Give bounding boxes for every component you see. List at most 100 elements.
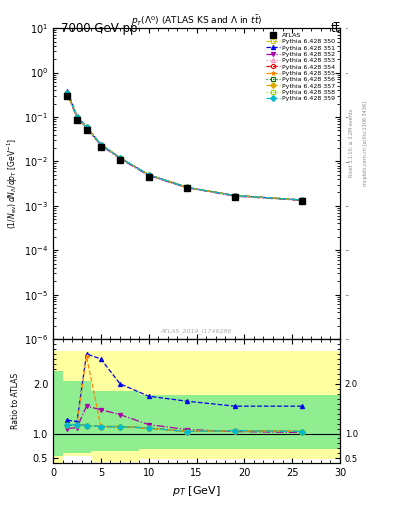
Pythia 6.428 352 (84, 125, 89, 131)
Pythia 6.428 350 (75, 114, 79, 120)
Pythia 6.428 350 (118, 155, 122, 161)
Pythia 6.428 355 (84, 124, 89, 131)
Pythia 6.428 353 (118, 155, 122, 161)
Pythia 6.428 358 (185, 184, 189, 190)
Pythia 6.428 353 (146, 172, 151, 178)
Pythia 6.428 354 (299, 197, 304, 203)
Pythia 6.428 355 (99, 141, 103, 147)
Text: ATLAS_2019_I1746286: ATLAS_2019_I1746286 (161, 329, 232, 334)
Line: Pythia 6.428 357: Pythia 6.428 357 (65, 91, 304, 202)
Pythia 6.428 358 (146, 172, 151, 178)
ATLAS (84, 127, 89, 134)
Pythia 6.428 356 (84, 124, 89, 131)
Pythia 6.428 358 (232, 193, 237, 199)
Pythia 6.428 353 (299, 197, 304, 203)
ATLAS (232, 194, 237, 200)
Pythia 6.428 359 (118, 155, 122, 161)
Pythia 6.428 350 (65, 90, 70, 96)
Pythia 6.428 352 (65, 91, 70, 97)
Pythia 6.428 352 (75, 115, 79, 121)
Pythia 6.428 352 (185, 185, 189, 191)
Text: Rivet 3.1.10, ≥ 3.2M events: Rivet 3.1.10, ≥ 3.2M events (349, 109, 354, 178)
Pythia 6.428 350 (146, 172, 151, 178)
Pythia 6.428 354 (185, 184, 189, 190)
Pythia 6.428 354 (99, 141, 103, 147)
Pythia 6.428 351 (185, 184, 189, 190)
Pythia 6.428 354 (232, 193, 237, 199)
Legend: ATLAS, Pythia 6.428 350, Pythia 6.428 351, Pythia 6.428 352, Pythia 6.428 353, P: ATLAS, Pythia 6.428 350, Pythia 6.428 35… (265, 31, 337, 102)
Pythia 6.428 350 (299, 197, 304, 203)
Pythia 6.428 351 (84, 124, 89, 130)
Pythia 6.428 357 (299, 197, 304, 203)
Pythia 6.428 358 (99, 141, 103, 147)
ATLAS (299, 198, 304, 204)
Pythia 6.428 354 (75, 114, 79, 120)
Pythia 6.428 356 (185, 184, 189, 190)
Pythia 6.428 357 (84, 124, 89, 131)
Pythia 6.428 357 (146, 172, 151, 178)
Pythia 6.428 355 (75, 114, 79, 120)
Pythia 6.428 356 (146, 172, 151, 178)
Pythia 6.428 359 (299, 197, 304, 203)
Pythia 6.428 355 (65, 90, 70, 96)
Pythia 6.428 350 (99, 141, 103, 147)
Pythia 6.428 352 (146, 173, 151, 179)
Pythia 6.428 351 (299, 197, 304, 203)
Line: Pythia 6.428 351: Pythia 6.428 351 (65, 89, 304, 202)
Pythia 6.428 357 (75, 114, 79, 120)
Pythia 6.428 351 (99, 141, 103, 147)
X-axis label: $p_T\ \mathrm{[GeV]}$: $p_T\ \mathrm{[GeV]}$ (172, 484, 221, 498)
Pythia 6.428 354 (65, 90, 70, 96)
Title: $p_T(\Lambda^0)$ (ATLAS KS and $\Lambda$ in $t\bar{t}$): $p_T(\Lambda^0)$ (ATLAS KS and $\Lambda$… (131, 13, 262, 28)
Text: tt̅: tt̅ (331, 22, 340, 34)
Pythia 6.428 356 (232, 193, 237, 199)
Pythia 6.428 354 (118, 155, 122, 161)
ATLAS (146, 174, 151, 180)
Pythia 6.428 352 (118, 156, 122, 162)
Pythia 6.428 353 (232, 193, 237, 199)
Line: Pythia 6.428 354: Pythia 6.428 354 (65, 91, 304, 202)
Pythia 6.428 355 (185, 184, 189, 190)
Pythia 6.428 359 (146, 172, 151, 178)
Pythia 6.428 352 (299, 197, 304, 203)
Line: Pythia 6.428 356: Pythia 6.428 356 (65, 91, 304, 202)
Pythia 6.428 354 (146, 172, 151, 178)
Pythia 6.428 353 (84, 124, 89, 131)
Line: Pythia 6.428 353: Pythia 6.428 353 (65, 91, 304, 202)
Pythia 6.428 355 (118, 155, 122, 161)
Pythia 6.428 359 (232, 193, 237, 199)
Y-axis label: Ratio to ATLAS: Ratio to ATLAS (11, 373, 20, 429)
Pythia 6.428 357 (99, 141, 103, 147)
Pythia 6.428 351 (75, 113, 79, 119)
Pythia 6.428 358 (299, 197, 304, 203)
Pythia 6.428 351 (65, 88, 70, 94)
Pythia 6.428 359 (65, 90, 70, 96)
Line: Pythia 6.428 350: Pythia 6.428 350 (65, 91, 304, 202)
Pythia 6.428 357 (185, 184, 189, 190)
Pythia 6.428 355 (232, 193, 237, 199)
Pythia 6.428 354 (84, 124, 89, 131)
Pythia 6.428 350 (84, 124, 89, 131)
Pythia 6.428 353 (65, 90, 70, 96)
Pythia 6.428 357 (118, 155, 122, 161)
Pythia 6.428 359 (84, 124, 89, 131)
Pythia 6.428 356 (118, 155, 122, 161)
Pythia 6.428 353 (185, 184, 189, 190)
Pythia 6.428 359 (185, 184, 189, 190)
Pythia 6.428 357 (232, 193, 237, 199)
Pythia 6.428 350 (232, 193, 237, 199)
Line: Pythia 6.428 358: Pythia 6.428 358 (65, 91, 304, 202)
Pythia 6.428 351 (232, 193, 237, 199)
ATLAS (185, 185, 189, 191)
Pythia 6.428 352 (99, 142, 103, 148)
Text: 7000 GeV pp: 7000 GeV pp (61, 22, 138, 34)
Pythia 6.428 356 (299, 197, 304, 203)
Pythia 6.428 358 (118, 155, 122, 161)
Pythia 6.428 353 (99, 141, 103, 147)
Line: Pythia 6.428 355: Pythia 6.428 355 (65, 91, 304, 202)
ATLAS (65, 93, 70, 99)
Line: Pythia 6.428 352: Pythia 6.428 352 (65, 92, 304, 203)
Pythia 6.428 353 (75, 114, 79, 120)
Pythia 6.428 355 (299, 197, 304, 203)
ATLAS (75, 117, 79, 123)
